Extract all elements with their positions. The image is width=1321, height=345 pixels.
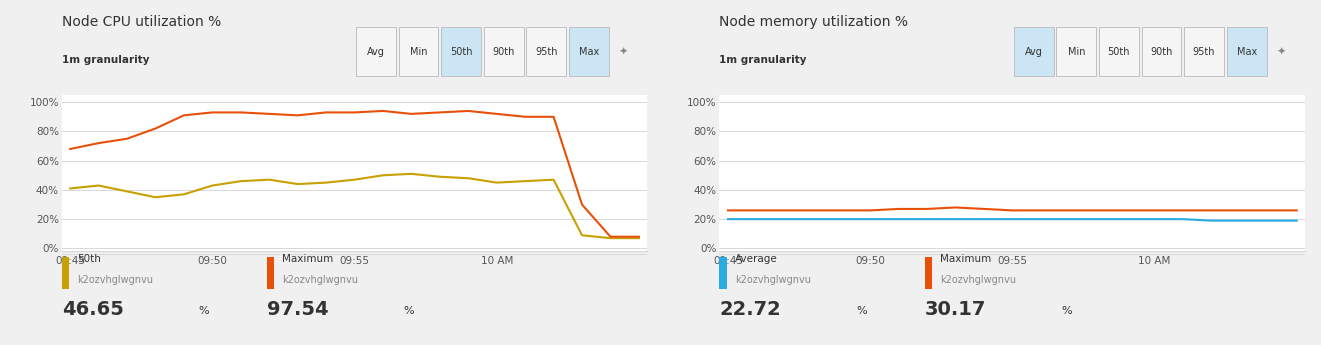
Text: 22.72: 22.72 [720, 300, 781, 319]
Text: %: % [1061, 306, 1071, 316]
Text: 97.54: 97.54 [267, 300, 329, 319]
FancyBboxPatch shape [62, 257, 69, 289]
Text: %: % [856, 306, 867, 316]
FancyBboxPatch shape [1013, 27, 1054, 76]
Text: 90th: 90th [493, 47, 515, 57]
FancyBboxPatch shape [1057, 27, 1096, 76]
Text: ✦: ✦ [618, 47, 627, 57]
Text: k2ozvhglwgnvu: k2ozvhglwgnvu [941, 275, 1016, 285]
FancyBboxPatch shape [569, 27, 609, 76]
Text: Maximum: Maximum [283, 254, 334, 264]
Text: 1m granularity: 1m granularity [62, 55, 149, 65]
FancyBboxPatch shape [483, 27, 523, 76]
Text: 50th: 50th [78, 254, 102, 264]
Text: Maximum: Maximum [941, 254, 992, 264]
Text: Max: Max [579, 47, 598, 57]
Text: k2ozvhglwgnvu: k2ozvhglwgnvu [736, 275, 811, 285]
Text: Avg: Avg [1025, 47, 1042, 57]
FancyBboxPatch shape [267, 257, 273, 289]
Text: k2ozvhglwgnvu: k2ozvhglwgnvu [78, 275, 153, 285]
FancyBboxPatch shape [526, 27, 567, 76]
Text: Node memory utilization %: Node memory utilization % [720, 15, 909, 29]
Text: 1m granularity: 1m granularity [720, 55, 807, 65]
Text: 30.17: 30.17 [925, 300, 985, 319]
Text: 46.65: 46.65 [62, 300, 123, 319]
Text: 90th: 90th [1151, 47, 1173, 57]
Text: 50th: 50th [449, 47, 473, 57]
Text: Avg: Avg [367, 47, 384, 57]
FancyBboxPatch shape [1227, 27, 1267, 76]
Text: Node CPU utilization %: Node CPU utilization % [62, 15, 221, 29]
Text: Max: Max [1236, 47, 1256, 57]
Text: 50th: 50th [1107, 47, 1131, 57]
FancyBboxPatch shape [720, 257, 727, 289]
Text: %: % [198, 306, 209, 316]
FancyBboxPatch shape [1141, 27, 1181, 76]
Text: 95th: 95th [535, 47, 557, 57]
Text: Min: Min [410, 47, 427, 57]
FancyBboxPatch shape [441, 27, 481, 76]
FancyBboxPatch shape [399, 27, 439, 76]
Text: ✦: ✦ [1276, 47, 1285, 57]
Text: 95th: 95th [1193, 47, 1215, 57]
FancyBboxPatch shape [925, 257, 931, 289]
Text: k2ozvhglwgnvu: k2ozvhglwgnvu [283, 275, 358, 285]
FancyBboxPatch shape [1099, 27, 1139, 76]
FancyBboxPatch shape [1184, 27, 1225, 76]
Text: Average: Average [736, 254, 778, 264]
Text: %: % [403, 306, 413, 316]
Text: Min: Min [1067, 47, 1085, 57]
FancyBboxPatch shape [355, 27, 396, 76]
